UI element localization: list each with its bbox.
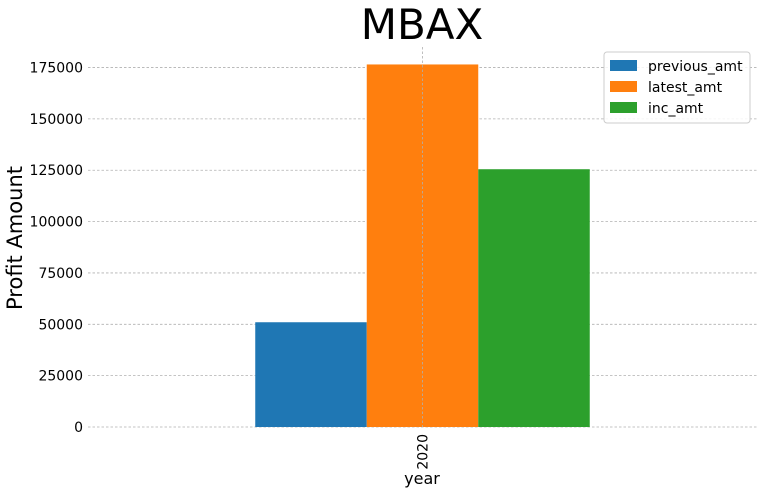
y-axis-title: Profit Amount xyxy=(3,166,27,310)
bar-previous_amt xyxy=(255,322,367,427)
bar-inc_amt xyxy=(478,169,590,427)
legend-swatch-latest_amt xyxy=(610,81,637,92)
legend: previous_amt latest_amt inc_amt xyxy=(603,51,751,124)
legend-swatch-inc_amt xyxy=(610,102,637,113)
y-tick-label: 150000 xyxy=(30,112,83,128)
x-axis-title: year xyxy=(404,469,440,488)
chart-title: MBAX xyxy=(361,0,484,49)
y-tick-label: 175000 xyxy=(30,61,83,77)
legend-label-previous_amt: previous_amt xyxy=(648,59,743,75)
y-tick-label: 25000 xyxy=(38,369,83,385)
y-tick-label: 100000 xyxy=(30,215,83,231)
x-tick-label: 2020 xyxy=(416,434,432,470)
y-tick-label: 75000 xyxy=(38,266,83,282)
y-tick-label: 50000 xyxy=(38,317,83,333)
legend-label-latest_amt: latest_amt xyxy=(648,80,723,96)
legend-frame xyxy=(603,51,751,124)
legend-label-inc_amt: inc_amt xyxy=(648,101,704,117)
legend-swatch-previous_amt xyxy=(610,60,637,71)
y-tick-label: 125000 xyxy=(30,163,83,179)
y-tick-label: 0 xyxy=(74,420,83,436)
